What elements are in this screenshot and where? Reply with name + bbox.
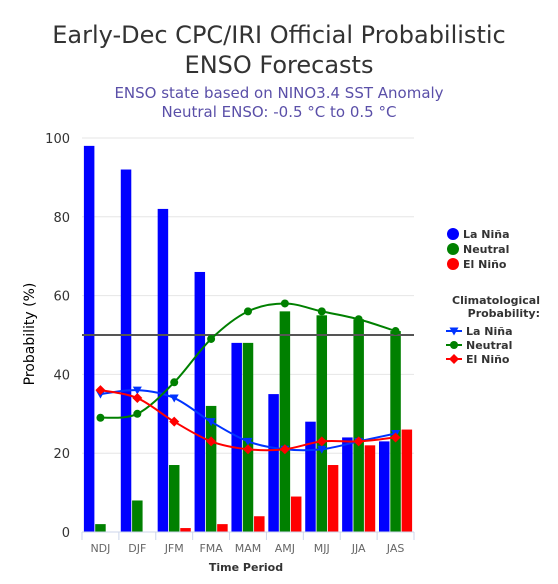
legend-label: La Niña xyxy=(466,325,513,338)
axis-layer: 0 20 40 60 80 100 NDJ DJF JFM FMA MAM AMJ MJJ JJA JAS xyxy=(45,132,415,555)
x-tick-label: FMA xyxy=(199,542,223,555)
chart-title-line-2: ENSO Forecasts xyxy=(184,51,374,79)
y-tick-label: 80 xyxy=(53,211,70,226)
legend-marker xyxy=(449,327,459,336)
bar-neutral xyxy=(353,319,364,532)
legend-symbol xyxy=(447,258,459,270)
chart-subtitle-line-2: Neutral ENSO: -0.5 °C to 0.5 °C xyxy=(161,103,397,121)
legend-label: El Niño xyxy=(463,258,507,271)
climatology-line-layer xyxy=(95,299,401,455)
bar-la-nina xyxy=(231,342,242,532)
climatology-point-la-nina xyxy=(132,386,142,395)
legend-climatology-el-nino[interactable]: El Niño xyxy=(446,353,510,366)
climatology-point-el-nino xyxy=(353,436,364,447)
legend-marker xyxy=(450,341,458,349)
chart-title-line-1: Early-Dec CPC/IRI Official Probabilistic xyxy=(52,21,506,49)
climatology-point-el-nino xyxy=(390,432,401,443)
climatology-legend-title: Climatological Probability: xyxy=(452,294,540,320)
climatology-point-el-nino xyxy=(95,385,106,396)
legend-marker xyxy=(449,354,459,364)
bar-el-nino xyxy=(364,445,376,532)
bar-layer xyxy=(83,145,413,533)
bar-la-nina xyxy=(305,421,316,532)
x-tick-label: NDJ xyxy=(90,542,110,555)
x-tick-label: JJA xyxy=(351,542,366,555)
bar-neutral xyxy=(168,465,180,532)
bar-el-nino xyxy=(217,524,228,532)
legend-label: Neutral xyxy=(463,243,509,256)
bar-el-nino xyxy=(401,429,413,532)
y-tick-label: 0 xyxy=(62,526,70,541)
bar-neutral xyxy=(95,524,106,532)
legend-label: Neutral xyxy=(466,339,512,352)
climatology-point-la-nina xyxy=(243,437,253,446)
legend-symbol xyxy=(447,228,459,240)
climatology-point-neutral xyxy=(170,378,179,387)
x-tick-label: JFM xyxy=(164,542,184,555)
climatology-point-neutral xyxy=(317,307,326,316)
legend-label: La Niña xyxy=(463,228,510,241)
bar-neutral xyxy=(316,315,328,532)
x-axis-label: Time Period xyxy=(209,561,283,574)
bar-el-nino xyxy=(180,528,191,532)
climatology-point-la-nina xyxy=(169,394,179,403)
bar-la-nina xyxy=(194,271,206,532)
bar-neutral xyxy=(132,500,143,532)
x-tick-label: MJJ xyxy=(314,542,330,555)
chart-title: Early-Dec CPC/IRI Official Probabilistic… xyxy=(0,20,558,80)
climatology-point-el-nino xyxy=(169,416,180,427)
bar-el-nino xyxy=(327,465,339,532)
x-tick-label: AMJ xyxy=(275,542,295,555)
bar-la-nina xyxy=(268,394,279,532)
x-tick-label: JAS xyxy=(386,542,405,555)
climatology-point-neutral xyxy=(207,334,216,343)
bar-neutral xyxy=(205,405,217,532)
y-axis-label: Probability (%) xyxy=(22,283,38,386)
climatology-legend-title-line: Probability: xyxy=(468,307,540,320)
bar-la-nina xyxy=(342,437,353,532)
climatology-point-neutral xyxy=(96,413,105,422)
legend-item-neutral[interactable]: Neutral xyxy=(447,243,509,256)
bar-el-nino xyxy=(254,516,265,532)
climatology-point-el-nino xyxy=(279,444,290,455)
climatology-point-neutral xyxy=(244,307,252,316)
bar-la-nina xyxy=(120,169,132,532)
legend-item-la-nina[interactable]: La Niña xyxy=(447,228,510,241)
climatology-point-neutral xyxy=(280,299,289,308)
legend-climatology-la-nina[interactable]: La Niña xyxy=(446,325,513,338)
chart-subtitle-line-1: ENSO state based on NINO3.4 SST Anomaly xyxy=(114,84,444,102)
bar-el-nino xyxy=(290,496,302,532)
climatology-point-la-nina xyxy=(206,418,216,427)
climatology-point-neutral xyxy=(391,327,400,336)
bar-la-nina xyxy=(83,145,95,532)
bar-neutral xyxy=(242,342,254,532)
legend-symbol xyxy=(447,243,459,255)
climatology-point-el-nino xyxy=(206,436,217,447)
bar-la-nina xyxy=(157,208,169,533)
y-tick-label: 100 xyxy=(45,132,70,147)
y-tick-label: 20 xyxy=(53,447,70,462)
climatology-point-el-nino xyxy=(132,393,143,404)
climatology-point-el-nino xyxy=(316,436,327,447)
legend-item-el-nino[interactable]: El Niño xyxy=(447,258,507,271)
climatology-legend-title-line: Climatological xyxy=(452,294,540,307)
x-tick-label: MAM xyxy=(235,542,262,555)
chart-subtitle: ENSO state based on NINO3.4 SST Anomaly … xyxy=(0,84,558,122)
bar-la-nina xyxy=(379,441,390,532)
x-tick-label: DJF xyxy=(128,542,146,555)
climatology-point-el-nino xyxy=(243,444,253,455)
legend-label: El Niño xyxy=(466,353,510,366)
climatology-point-neutral xyxy=(133,409,142,418)
y-tick-label: 40 xyxy=(53,368,70,383)
climatology-point-la-nina xyxy=(317,445,327,454)
y-tick-label: 60 xyxy=(53,290,70,305)
climatology-point-neutral xyxy=(354,315,363,324)
legend-climatology-neutral[interactable]: Neutral xyxy=(446,339,512,352)
bar-neutral xyxy=(279,311,291,532)
